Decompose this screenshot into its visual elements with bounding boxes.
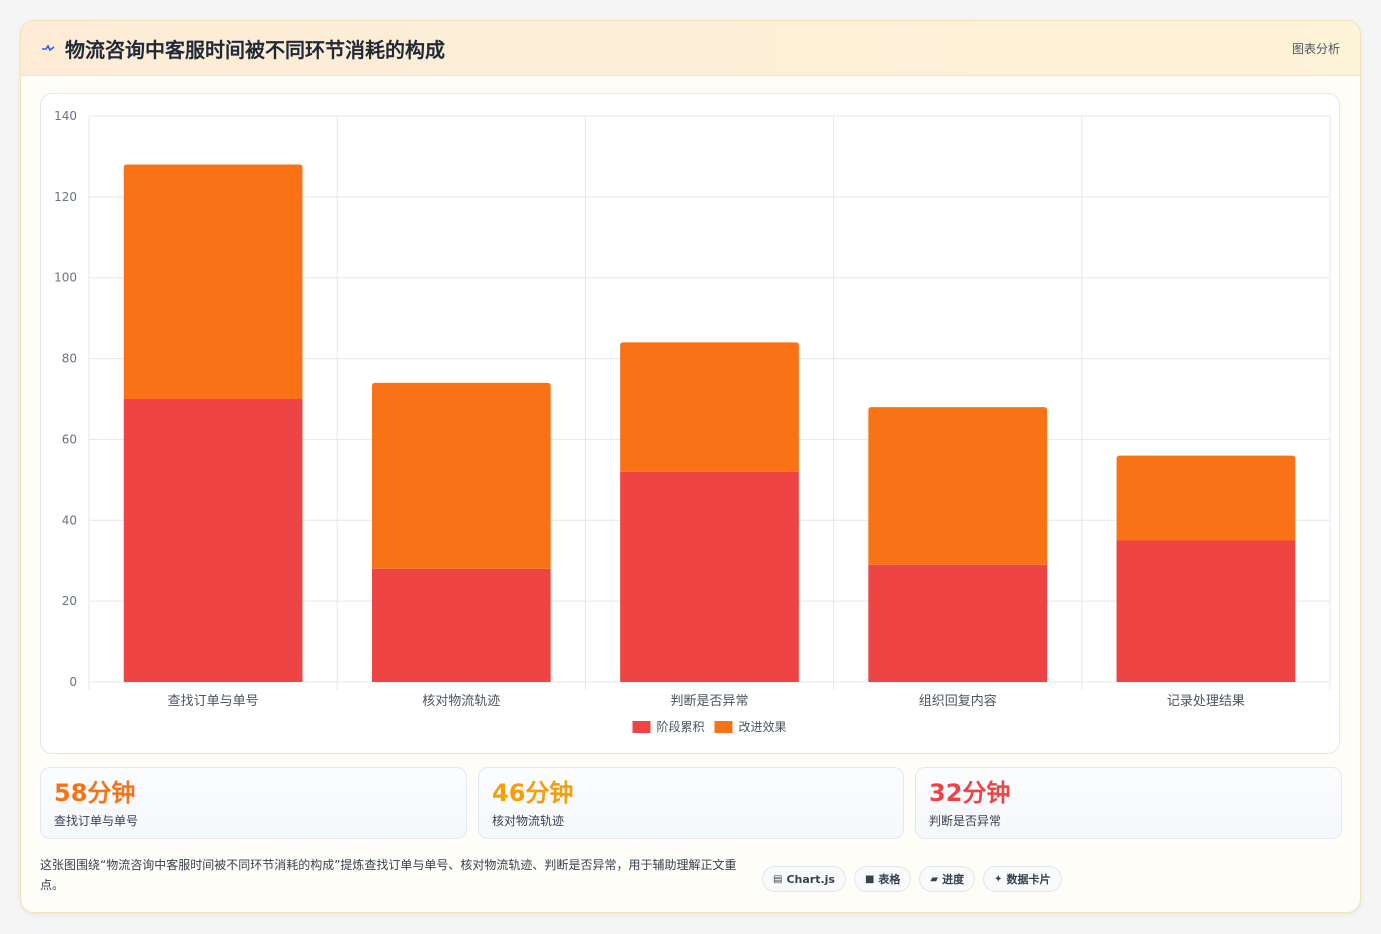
x-tick-label: 核对物流轨迹 <box>422 694 500 709</box>
x-tick-label: 查找订单与单号 <box>168 694 259 709</box>
y-tick-label: 60 <box>62 432 77 446</box>
bar-segment <box>123 164 303 399</box>
stat-label: 查找订单与单号 <box>54 814 139 828</box>
tag-pills: ▤ Chart.js ■ 表格 ▰ 进度 ✦ 数据卡片 <box>762 866 1062 892</box>
bar-segment <box>1116 455 1296 541</box>
header-tag: 图表分析 <box>1291 41 1340 56</box>
chart-area: 0 20 40 60 80 100 120 140 查找订单与单号 核对物流轨迹 判断是否异常 组织回… <box>40 93 1340 754</box>
stat-label: 核对物流轨迹 <box>492 814 565 828</box>
y-tick-label: 40 <box>62 513 77 527</box>
x-tick-label: 判断是否异常 <box>670 694 748 709</box>
y-tick-label: 80 <box>62 352 77 366</box>
stat-card-3: 32分钟 判断是否异常 <box>915 767 1342 839</box>
pill-table[interactable]: ■ 表格 <box>853 866 912 892</box>
bar-segment <box>620 471 799 682</box>
page-title: 物流咨询中客服时间被不同环节消耗的构成 <box>65 37 445 62</box>
y-tick-label: 100 <box>54 271 77 285</box>
chart-icon: ▤ <box>773 873 783 885</box>
pill-label: 表格 <box>878 873 901 886</box>
bar-segment <box>620 342 799 472</box>
bar-segment <box>1116 540 1296 682</box>
chart-card: 物流咨询中客服时间被不同环节消耗的构成 图表分析 0 20 40 60 80 100 120… <box>20 20 1361 913</box>
stat-value: 58分钟 <box>54 779 136 807</box>
sparkle-icon: ✦ <box>994 873 1003 885</box>
bar-segment <box>371 382 551 569</box>
bar-segment <box>868 407 1048 565</box>
pulse-icon <box>42 44 55 52</box>
stat-card-2: 46分钟 核对物流轨迹 <box>478 767 904 839</box>
chart-note: 这张图围绕“物流咨询中客服时间被不同环节消耗的构成”提炼查找订单与单号、核对物流… <box>40 858 737 892</box>
card-header: 物流咨询中客服时间被不同环节消耗的构成 图表分析 <box>21 21 1360 76</box>
x-tick-label: 记录处理结果 <box>1167 694 1245 709</box>
stacked-bar-chart: 0 20 40 60 80 100 120 140 查找订单与单号 核对物流轨迹 判断是否异常 组织回… <box>54 109 1331 734</box>
stat-value: 32分钟 <box>929 779 1011 807</box>
bar-segment <box>371 568 551 682</box>
pill-chartjs[interactable]: ▤ Chart.js <box>762 866 846 892</box>
y-tick-label: 0 <box>69 675 77 689</box>
pill-label: 数据卡片 <box>1006 873 1051 886</box>
progress-icon: ▰ <box>930 873 939 885</box>
table-icon: ■ <box>864 873 875 885</box>
pill-data-card[interactable]: ✦ 数据卡片 <box>983 866 1062 892</box>
pill-label: 进度 <box>942 873 965 886</box>
legend-swatch <box>632 721 651 733</box>
legend-label: 改进效果 <box>739 719 787 734</box>
y-tick-label: 120 <box>54 190 77 204</box>
legend-swatch <box>714 721 733 733</box>
bar-segment <box>123 399 303 682</box>
bar-segment <box>868 564 1048 682</box>
legend-label: 阶段累积 <box>657 719 705 734</box>
title-group: 物流咨询中客服时间被不同环节消耗的构成 <box>41 34 445 63</box>
pill-progress[interactable]: ▰ 进度 <box>919 866 976 892</box>
x-tick-label: 组织回复内容 <box>919 693 997 709</box>
y-tick-label: 140 <box>54 109 77 123</box>
stat-value: 46分钟 <box>492 779 574 807</box>
stat-label: 判断是否异常 <box>929 814 1002 828</box>
y-tick-label: 20 <box>62 594 77 608</box>
pill-label: Chart.js <box>786 872 835 886</box>
stat-card-1: 58分钟 查找订单与单号 <box>40 767 467 839</box>
